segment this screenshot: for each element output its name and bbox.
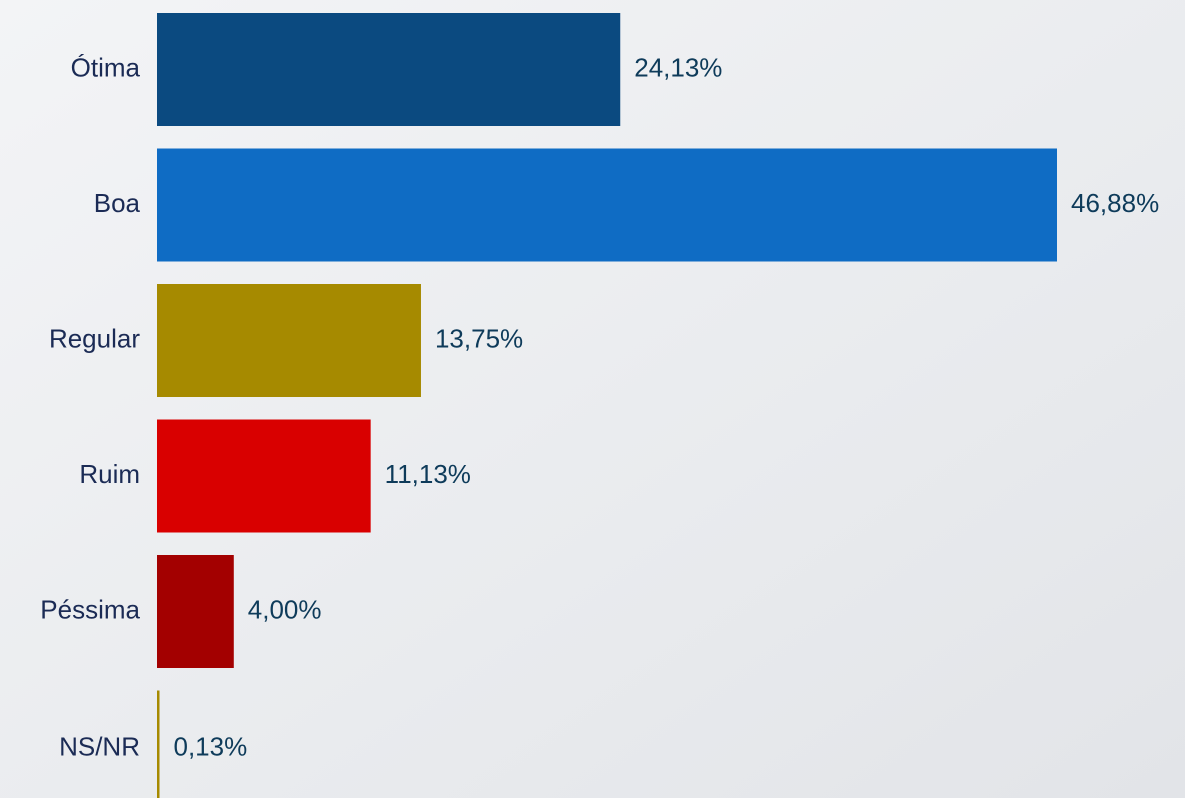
bar <box>157 690 160 798</box>
value-label: 11,13% <box>385 459 471 489</box>
category-label: Péssima <box>40 594 140 624</box>
bar <box>157 148 1057 262</box>
value-label: 4,00% <box>248 594 322 624</box>
category-label: Ruim <box>79 459 140 489</box>
category-label: Regular <box>49 323 140 353</box>
value-label: 24,13% <box>634 52 722 82</box>
bar <box>157 419 371 533</box>
value-label: 0,13% <box>174 731 248 761</box>
bar <box>157 555 234 668</box>
bar <box>157 13 621 126</box>
value-label: 46,88% <box>1071 188 1159 218</box>
category-label: Boa <box>94 188 141 218</box>
bar <box>157 284 421 397</box>
category-label: Ótima <box>71 52 141 82</box>
category-label: NS/NR <box>59 731 140 761</box>
value-label: 13,75% <box>435 323 523 353</box>
